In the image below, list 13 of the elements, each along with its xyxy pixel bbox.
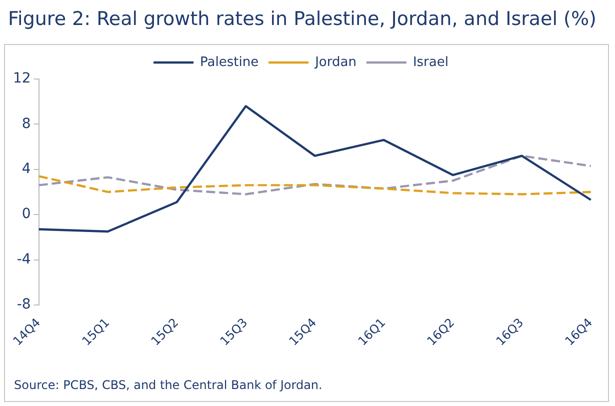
- y-tick-label: 12: [12, 70, 31, 87]
- y-tick-label: 0: [22, 206, 31, 222]
- y-tick-label: 8: [22, 116, 31, 132]
- line-series: [38, 175, 592, 196]
- line-series: [38, 154, 592, 196]
- y-tick-label: -4: [16, 251, 31, 268]
- legend-label: Palestine: [200, 54, 259, 70]
- legend-label: Jordan: [314, 54, 356, 70]
- y-tick-label: 4: [22, 161, 31, 178]
- source-note: Source: PCBS, CBS, and the Central Bank of Jordan.: [14, 378, 322, 392]
- y-tick-label: -8: [16, 296, 31, 313]
- legend-label: Israel: [412, 54, 448, 70]
- chart-title: Figure 2: Real growth rates in Palestine, Jordan, and Israel (%): [8, 8, 596, 30]
